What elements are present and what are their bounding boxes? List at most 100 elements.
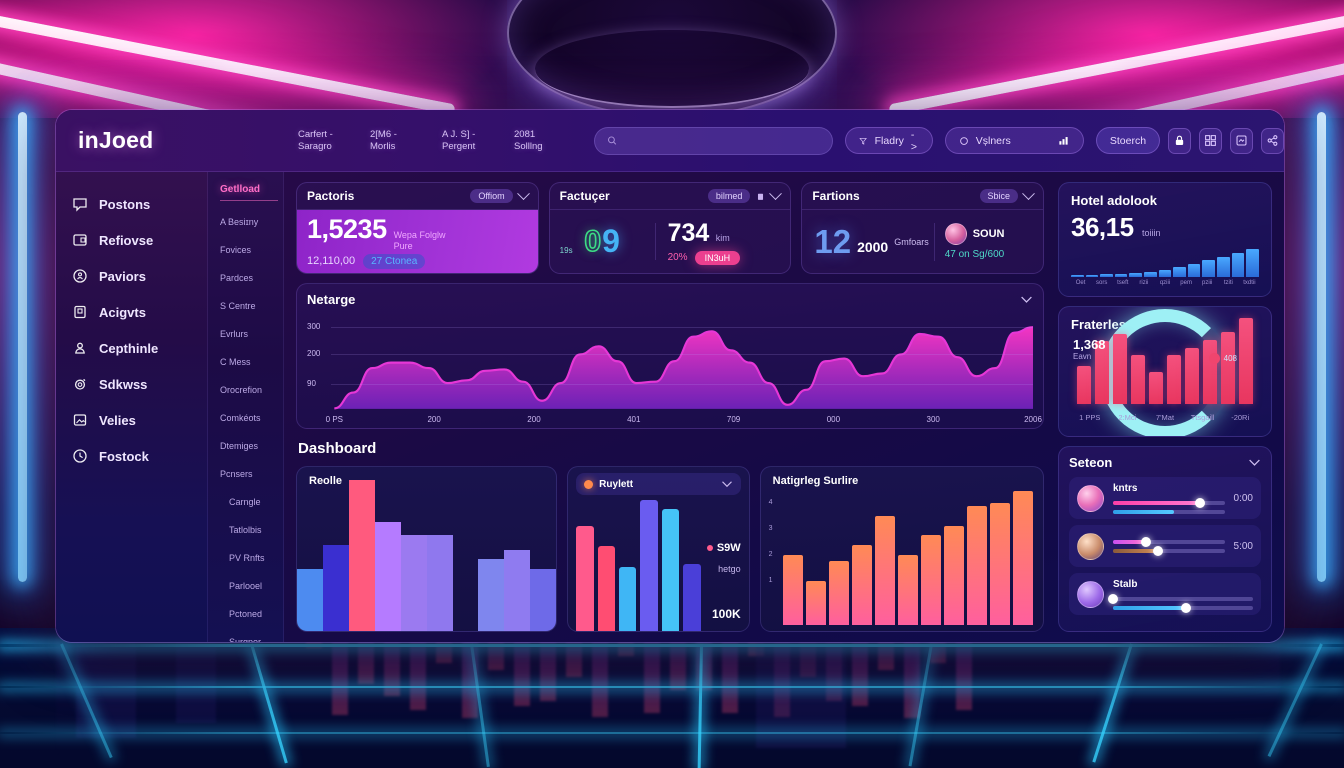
secondary-nav-header: Getlload (220, 184, 278, 201)
secondary-nav: Getlload A Besiɪny Fovices Pardces S Centre… (208, 172, 284, 642)
kpi-chip[interactable]: bilmed (707, 189, 751, 203)
frame-button[interactable] (1230, 127, 1254, 154)
sidebar-item-fostock[interactable]: Fostock (72, 438, 207, 474)
bar (920, 534, 941, 625)
slider-track[interactable] (1113, 536, 1225, 547)
sidebar-item-postons[interactable]: Postons (72, 186, 207, 222)
top-nav-item-3[interactable]: 2081 Solllng (514, 129, 568, 153)
mini-x-label: sors (1095, 280, 1108, 286)
list-item[interactable]: Stalb (1069, 573, 1261, 615)
bar (400, 534, 427, 631)
secondary-nav-item-13[interactable]: Parlooel (229, 581, 263, 591)
slider-track[interactable] (1113, 545, 1225, 556)
top-nav-item-1[interactable]: 2[M6 - Morlis (370, 129, 424, 153)
bar-chart-reolle (297, 467, 557, 631)
lower-charts-row: Reolle Ruylett (296, 466, 1044, 642)
sidebar-item-sdkwss[interactable]: Sdkwss (72, 366, 207, 402)
secondary-nav-item-1[interactable]: Fovices (220, 245, 252, 255)
sidebar-item-refiovse[interactable]: Refiovse (72, 222, 207, 258)
dashboard-window: inJoed Carfert - Saragro 2[M6 - Morlis A J. … (56, 110, 1284, 642)
secondary-nav-item-6[interactable]: Orocrefion (220, 385, 263, 395)
sidebar-item-label: Paviors (99, 268, 146, 284)
marker-dot-icon (706, 545, 713, 552)
slider-track[interactable] (1113, 509, 1225, 514)
kpi-value: 1,5235 (307, 214, 387, 244)
chevron-down-icon[interactable] (1248, 458, 1261, 467)
viewers-pill[interactable]: Vșlneɾs (944, 127, 1084, 154)
filter-pill[interactable]: Fladry -> (845, 127, 933, 154)
chevron-down-icon[interactable] (721, 480, 733, 488)
clock-icon (73, 449, 87, 463)
kpi-card-fartions[interactable]: Fartions Sbice 12 2000 Gmfoars (801, 182, 1045, 274)
slider-track[interactable] (1113, 602, 1253, 613)
frateries-bars (1077, 318, 1253, 404)
sidebar-item-label: Velies (99, 412, 136, 428)
secondary-nav-item-4[interactable]: Evrlurs (220, 329, 249, 339)
kpi-sub-line2: Pure (393, 241, 413, 251)
secondary-nav-item-5[interactable]: C Mess (220, 357, 251, 367)
kpi-card-pactoris[interactable]: Pactoris Offiom 1,5235 Wepa Folglw (296, 182, 539, 274)
y-tick-label: 1 (768, 577, 773, 584)
slider-track[interactable] (1113, 497, 1225, 508)
secondary-nav-item-15[interactable]: Surgper (229, 637, 262, 642)
top-nav: Carfert - Saragro 2[M6 - Morlis A J. S] - Per… (284, 129, 568, 153)
top-nav-line2: Morlis (370, 140, 396, 152)
list-item[interactable]: kntrs 0:00 (1069, 477, 1261, 519)
mini-bar (1187, 263, 1201, 277)
secondary-nav-item-14[interactable]: Pctoned (229, 609, 263, 619)
secondary-nav-item-7[interactable]: Comkéots (220, 413, 261, 423)
seteon-card: Seteon kntrs 0:00 5:00 Stalb (1058, 446, 1272, 632)
chevron-down-icon[interactable] (769, 186, 783, 200)
kpi-chip[interactable]: Sbice (979, 189, 1019, 203)
sidebar-item-paviors[interactable]: Paviors (72, 258, 207, 294)
mini-bar (1071, 274, 1084, 277)
kpi-chip[interactable]: Offiom (470, 189, 513, 203)
kpi-card-factucer[interactable]: Factuçer bilmed 0 9 1 (548, 182, 792, 274)
mini-x-label: qziii (1159, 280, 1171, 286)
share-button[interactable] (1261, 127, 1284, 154)
secondary-nav-item-10[interactable]: Carngle (229, 497, 261, 507)
secondary-nav-item-11[interactable]: Tatlolbis (229, 525, 262, 535)
chevron-down-icon[interactable] (516, 186, 530, 200)
chart-card-ruylett: Ruylett S9W hetgo 100K (567, 466, 750, 632)
slider-track[interactable] (1108, 593, 1253, 604)
list-item[interactable]: 5:00 (1069, 525, 1261, 567)
chart-legend[interactable]: Ruylett (576, 473, 741, 495)
search-input[interactable] (624, 134, 821, 147)
sidebar-item-acigvts[interactable]: Acigvts (72, 294, 207, 330)
kpi-label: Gmfoars (894, 236, 929, 247)
secondary-nav-item-3[interactable]: S Centre (220, 301, 256, 311)
grid-button[interactable] (1199, 127, 1223, 154)
chevron-down-icon[interactable] (1020, 295, 1033, 304)
secondary-nav-item-8[interactable]: Dtemiges (220, 441, 259, 451)
chevron-down-icon[interactable] (1022, 186, 1035, 200)
frame-icon (1236, 135, 1247, 146)
bar (683, 563, 701, 631)
secondary-nav-item-12[interactable]: PV Rnfts (229, 553, 265, 563)
bar (1077, 366, 1091, 404)
delete-icon[interactable] (756, 191, 765, 202)
secondary-nav-item-2[interactable]: Pardces (220, 273, 254, 283)
secondary-nav-item-9[interactable]: Pcnsers (220, 469, 253, 479)
top-nav-item-2[interactable]: A J. S] - Pergent (442, 129, 496, 153)
sidebar-item-velies[interactable]: Velies (72, 402, 207, 438)
bar (597, 546, 616, 631)
x-tick-label: -20Ri (1231, 413, 1250, 422)
sidebar-item-cepthinle[interactable]: Cepthinle (72, 330, 207, 366)
kpi-title: Factuçer (559, 189, 610, 203)
neon-tube-right (1317, 112, 1326, 582)
search-button[interactable]: Stoerch (1095, 127, 1161, 154)
top-nav-item-0[interactable]: Carfert - Saragro (298, 129, 352, 153)
lock-button[interactable] (1168, 127, 1192, 154)
bar (426, 534, 453, 631)
share-icon (1267, 135, 1278, 146)
search-field[interactable] (594, 126, 834, 155)
x-tick-label: 401 (627, 415, 641, 424)
kpi-title: Fartions (812, 189, 860, 203)
frateries-marker-label: 408 (1223, 354, 1237, 363)
bar (297, 568, 323, 631)
neon-tube-left (18, 112, 27, 582)
bar-chart-natigrleg (761, 467, 1043, 631)
secondary-nav-item-0[interactable]: A Besiɪny (220, 217, 259, 227)
x-tick-label: 7'Mat (1155, 413, 1175, 422)
